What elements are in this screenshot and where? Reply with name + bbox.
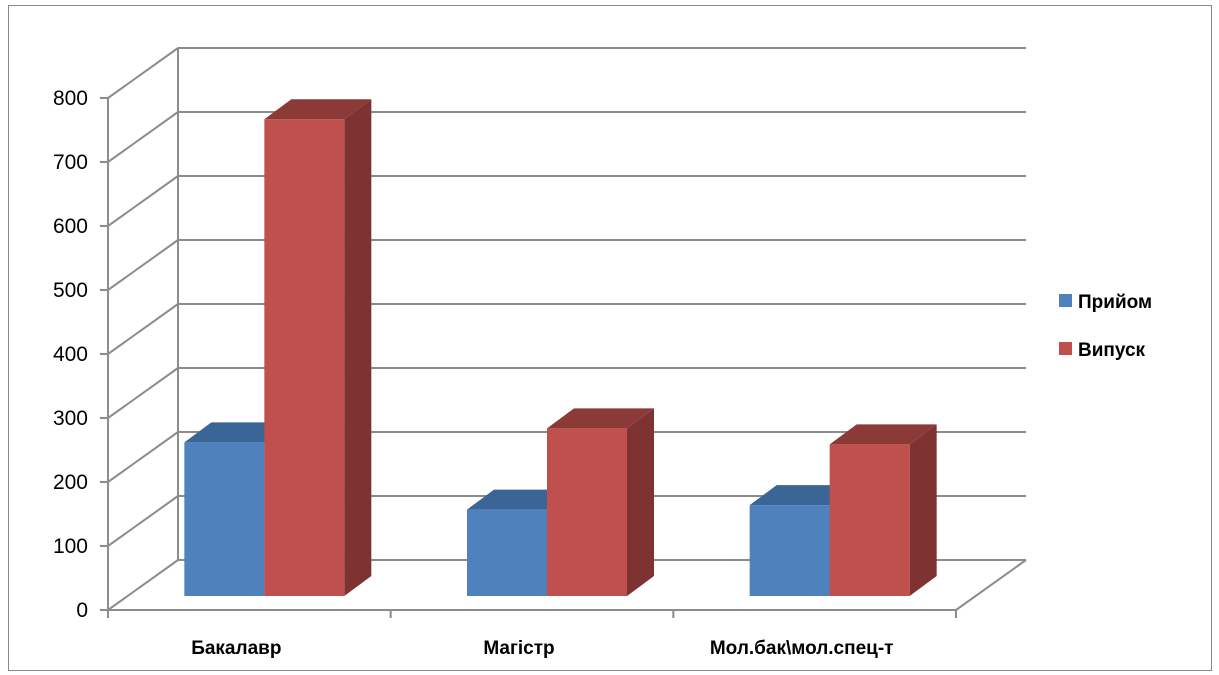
bar-front xyxy=(467,509,547,596)
gridline-side xyxy=(107,303,179,355)
bar-vypusk xyxy=(829,424,937,596)
bar-top xyxy=(264,99,372,120)
gridline-side xyxy=(107,367,179,419)
bar-front xyxy=(829,444,910,596)
x-category-label: Бакалавр xyxy=(191,638,281,659)
gridline-side xyxy=(107,111,179,163)
bar-front xyxy=(547,428,627,596)
bar-vypusk xyxy=(547,408,654,596)
bar-top xyxy=(829,424,937,445)
legend-swatch xyxy=(1059,294,1072,307)
bar-side xyxy=(344,99,372,596)
bar-front xyxy=(184,442,265,596)
gridline-side xyxy=(107,175,179,227)
y-tick-label: 200 xyxy=(53,471,88,494)
bar-side xyxy=(909,424,937,596)
y-tick-label: 700 xyxy=(53,151,88,174)
bar-top xyxy=(547,408,654,429)
y-tick-label: 0 xyxy=(76,599,88,622)
bar-side xyxy=(627,408,654,596)
floor-right-edge xyxy=(955,559,1027,611)
y-tick-label: 500 xyxy=(53,279,88,302)
x-category-label: Мол.бак\мол.спец-т xyxy=(710,638,894,659)
x-category-label: Магістр xyxy=(483,638,554,659)
legend-label: Випуск xyxy=(1078,340,1146,361)
bar-vypusk xyxy=(264,99,372,596)
legend: Прийом Випуск xyxy=(1059,292,1152,361)
bar-front xyxy=(264,119,345,596)
y-tick-label: 400 xyxy=(53,343,88,366)
y-tick-label: 100 xyxy=(53,535,88,558)
legend-label: Прийом xyxy=(1078,292,1152,313)
gridline-side xyxy=(107,431,179,483)
chart-frame xyxy=(8,5,1212,671)
y-axis-ticks: 0 100 200 300 400 500 600 700 800 xyxy=(53,87,108,622)
gridline-side xyxy=(107,239,179,291)
y-tick-label: 300 xyxy=(53,407,88,430)
bar-front xyxy=(749,505,830,596)
gridline-side xyxy=(107,559,179,611)
x-axis-categories: Бакалавр Магістр Мол.бак\мол.спец-т xyxy=(191,638,893,659)
legend-swatch xyxy=(1059,342,1072,355)
y-tick-label: 800 xyxy=(53,87,88,110)
gridline-side xyxy=(107,47,179,99)
bars xyxy=(184,99,937,596)
gridline-side xyxy=(107,495,179,547)
y-tick-label: 600 xyxy=(53,215,88,238)
